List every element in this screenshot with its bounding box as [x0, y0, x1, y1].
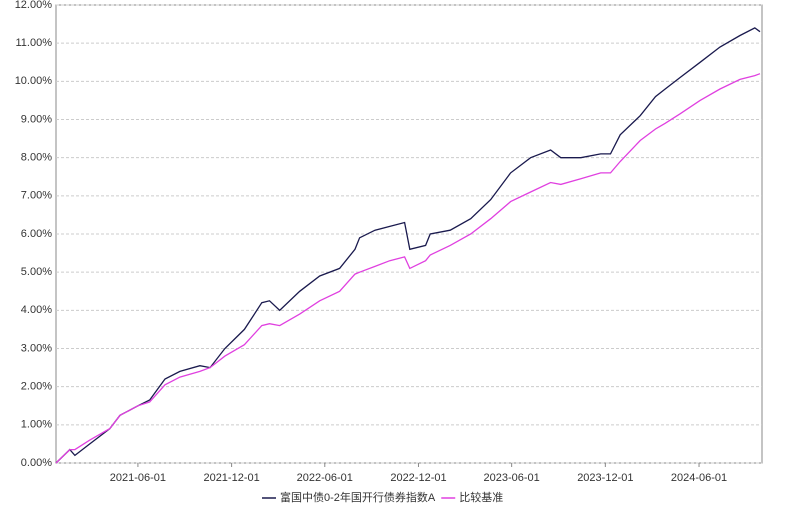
x-tick-label: 2023-06-01	[484, 472, 540, 484]
legend-label: 比较基准	[459, 490, 503, 504]
legend-label: 富国中债0-2年国开行债券指数A	[280, 490, 436, 504]
y-tick-label: 10.00%	[15, 75, 53, 87]
y-tick-label: 5.00%	[21, 266, 52, 278]
x-tick-label: 2021-06-01	[110, 472, 166, 484]
series-line	[55, 73, 761, 464]
y-tick-label: 7.00%	[21, 190, 52, 202]
y-tick-label: 0.00%	[21, 457, 52, 469]
x-tick-label: 2021-12-01	[203, 472, 259, 484]
x-tick-label: 2023-12-01	[577, 472, 633, 484]
y-tick-label: 8.00%	[21, 152, 52, 164]
y-tick-label: 11.00%	[16, 37, 53, 49]
y-tick-label: 12.00%	[15, 0, 53, 11]
x-tick-label: 2024-06-01	[671, 472, 727, 484]
y-tick-label: 4.00%	[21, 304, 52, 316]
y-tick-label: 3.00%	[21, 342, 52, 354]
x-tick-label: 2022-12-01	[390, 472, 446, 484]
y-tick-label: 2.00%	[21, 381, 52, 393]
x-tick-label: 2022-06-01	[297, 472, 353, 484]
series-line	[55, 27, 761, 464]
y-tick-label: 1.00%	[21, 419, 52, 431]
y-tick-label: 6.00%	[21, 228, 52, 240]
y-tick-label: 9.00%	[21, 113, 52, 125]
